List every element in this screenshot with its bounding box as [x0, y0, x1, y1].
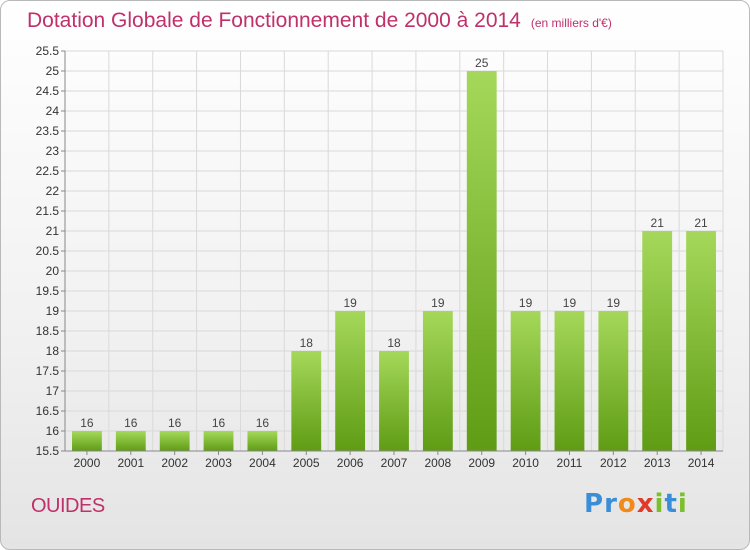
- y-tick-label: 19.5: [36, 284, 60, 298]
- x-tick-label: 2012: [600, 456, 627, 470]
- y-tick-label: 17: [46, 384, 60, 398]
- data-label: 16: [212, 416, 226, 430]
- data-label: 19: [607, 296, 621, 310]
- logo-letter: t: [664, 489, 678, 519]
- data-label: 19: [563, 296, 577, 310]
- x-tick-label: 2008: [425, 456, 452, 470]
- x-tick-label: 2000: [74, 456, 101, 470]
- y-tick-label: 25.5: [36, 44, 60, 58]
- y-tick-label: 23.5: [36, 124, 60, 138]
- bar: [598, 311, 629, 451]
- y-tick-label: 19: [46, 304, 60, 318]
- y-tick-label: 16: [46, 424, 60, 438]
- x-tick-label: 2009: [468, 456, 495, 470]
- y-tick-label: 25: [46, 64, 60, 78]
- data-label: 18: [300, 336, 314, 350]
- y-tick-label: 22.5: [36, 164, 60, 178]
- y-tick-label: 20.5: [36, 244, 60, 258]
- data-label: 18: [387, 336, 401, 350]
- x-tick-label: 2004: [249, 456, 276, 470]
- data-label: 21: [651, 216, 665, 230]
- logo-letter: o: [617, 489, 637, 519]
- x-tick-label: 2003: [205, 456, 232, 470]
- logo-letter: P: [584, 489, 605, 519]
- y-tick-label: 18.5: [36, 324, 60, 338]
- commune-name: OUIDES: [31, 495, 105, 517]
- y-tick-label: 18: [46, 344, 60, 358]
- bar: [72, 431, 102, 451]
- y-tick-label: 16.5: [36, 404, 60, 418]
- y-tick-label: 21.5: [36, 204, 60, 218]
- x-tick-label: 2001: [117, 456, 144, 470]
- chart-title: Dotation Globale de Fonctionnement de 20…: [27, 9, 612, 33]
- data-label: 19: [519, 296, 533, 310]
- y-tick-label: 15.5: [36, 444, 60, 458]
- data-label: 16: [80, 416, 94, 430]
- data-label: 16: [124, 416, 138, 430]
- x-tick-label: 2010: [512, 456, 539, 470]
- bar: [510, 311, 541, 451]
- x-tick-label: 2011: [557, 456, 583, 470]
- y-tick-label: 17.5: [36, 364, 60, 378]
- bar: [642, 231, 673, 451]
- y-tick-label: 24: [46, 104, 60, 118]
- data-label: 21: [694, 216, 708, 230]
- proxiti-logo[interactable]: Proxiti: [584, 489, 688, 519]
- bar: [159, 431, 190, 451]
- data-label: 16: [256, 416, 270, 430]
- logo-letter: r: [604, 489, 618, 519]
- bar: [115, 431, 146, 451]
- y-tick-label: 23: [46, 144, 60, 158]
- bar: [291, 351, 322, 451]
- bar: [335, 311, 366, 451]
- logo-letter: i: [654, 489, 665, 519]
- data-label: 25: [475, 56, 489, 70]
- x-tick-label: 2005: [293, 456, 320, 470]
- y-tick-label: 20: [46, 264, 60, 278]
- y-tick-label: 22: [46, 184, 60, 198]
- bar: [686, 231, 716, 451]
- y-tick-label: 24.5: [36, 84, 60, 98]
- x-tick-label: 2014: [688, 456, 715, 470]
- y-tick-label: 21: [46, 224, 60, 238]
- x-tick-label: 2013: [644, 456, 671, 470]
- logo-letter: i: [677, 489, 688, 519]
- bar: [422, 311, 453, 451]
- data-label: 16: [168, 416, 182, 430]
- x-tick-label: 2006: [337, 456, 364, 470]
- data-label: 19: [343, 296, 357, 310]
- logo-letter: x: [636, 489, 655, 519]
- bar: [466, 71, 497, 451]
- x-tick-label: 2007: [381, 456, 408, 470]
- x-tick-label: 2002: [161, 456, 188, 470]
- chart-unit: (en milliers d'€): [530, 16, 612, 30]
- chart-title-text: Dotation Globale de Fonctionnement de 20…: [27, 9, 521, 32]
- bar: [379, 351, 409, 451]
- bar: [247, 431, 278, 451]
- data-label: 19: [431, 296, 445, 310]
- bar: [203, 431, 234, 451]
- bar: [554, 311, 585, 451]
